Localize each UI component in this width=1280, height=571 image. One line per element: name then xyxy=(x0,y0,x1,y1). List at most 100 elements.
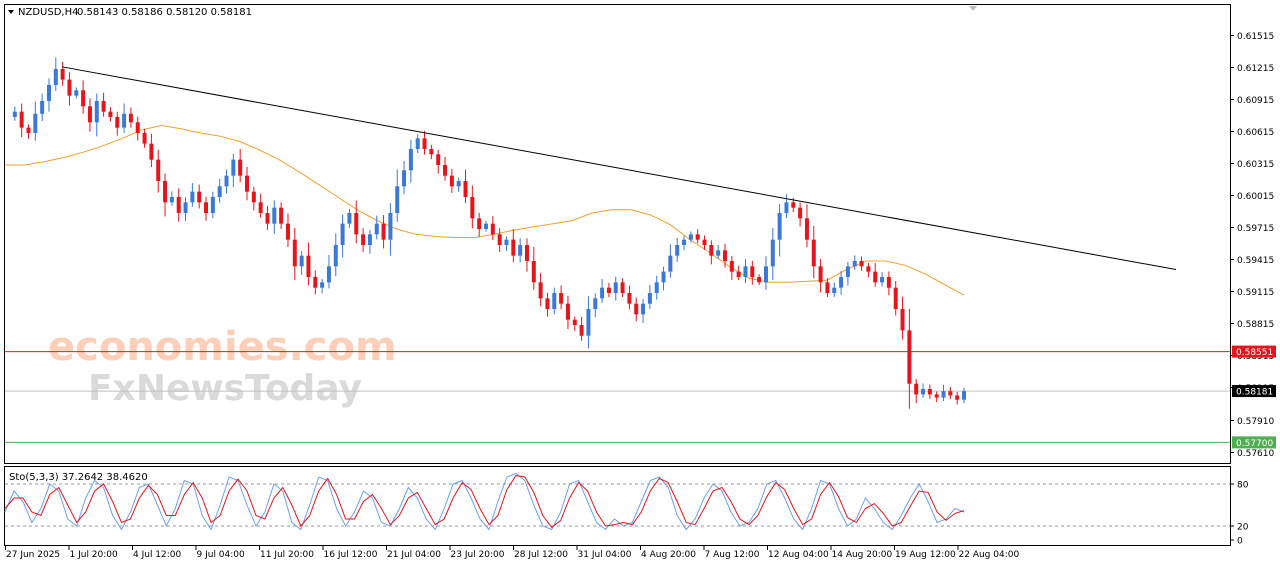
stoch-y-tick-label: 0 xyxy=(1237,537,1243,547)
candle-body xyxy=(320,282,325,288)
candle-body xyxy=(504,239,509,246)
candle-body xyxy=(149,143,154,160)
candle-body xyxy=(914,383,919,395)
stoch-main-line xyxy=(4,472,965,531)
candle-body xyxy=(682,239,687,246)
candle-body xyxy=(176,196,181,213)
candle-body xyxy=(484,223,488,229)
x-tick-label: 4 Jul 12:00 xyxy=(133,550,182,560)
candle-body xyxy=(524,245,529,262)
candle-body xyxy=(204,202,209,213)
candle-body xyxy=(723,250,727,262)
candle-body xyxy=(292,239,297,267)
ohlc-values: 0.58143 0.58186 0.58120 0.58181 xyxy=(77,7,252,18)
symbol-dropdown-icon[interactable] xyxy=(8,10,14,14)
candle-body xyxy=(613,282,618,294)
candle-body xyxy=(361,234,366,246)
y-tick-label: 0.57610 xyxy=(1237,449,1274,459)
candle-body xyxy=(74,90,79,96)
x-tick-label: 22 Aug 04:00 xyxy=(959,550,1020,560)
candle-body xyxy=(217,186,222,197)
candle-body xyxy=(354,212,359,235)
support-price-label: 0.57700 xyxy=(1236,439,1273,449)
x-tick-label: 12 Aug 04:00 xyxy=(768,550,829,560)
candle-body xyxy=(306,255,311,278)
candle-body xyxy=(285,223,290,240)
candle-body xyxy=(463,180,468,197)
candle-body xyxy=(845,266,850,278)
candle-body xyxy=(443,164,448,176)
candle-body xyxy=(593,298,598,310)
candle-body xyxy=(825,282,830,294)
candle-body xyxy=(333,245,338,267)
symbol-info: NZDUSD,H4 xyxy=(18,7,78,18)
candle-body xyxy=(169,196,174,203)
stoch-signal-line xyxy=(4,475,965,529)
stoch-panel-frame xyxy=(4,466,1231,546)
candle-body xyxy=(197,191,202,203)
candle-body xyxy=(497,234,502,246)
x-tick-label: 7 Aug 12:00 xyxy=(705,550,760,560)
candle-body xyxy=(101,100,106,112)
watermark-fxnewstoday: FxNewsToday xyxy=(88,368,362,409)
x-tick-label: 31 Jul 04:00 xyxy=(578,550,632,560)
shift-marker-icon[interactable] xyxy=(969,6,977,11)
watermark-economies: economies.com xyxy=(48,324,397,370)
candle-body xyxy=(948,391,953,396)
candle-body xyxy=(40,100,45,114)
x-tick-label: 14 Aug 20:00 xyxy=(832,550,893,560)
candle-body xyxy=(415,138,420,149)
stoch-y-tick-label: 20 xyxy=(1237,523,1249,533)
y-tick-label: 0.59115 xyxy=(1237,288,1274,298)
candle-body xyxy=(832,287,837,294)
candle-body xyxy=(709,245,714,256)
candle-body xyxy=(258,202,263,213)
candle-body xyxy=(183,202,188,213)
candle-body xyxy=(388,212,393,240)
candle-body xyxy=(190,191,195,203)
candle-body xyxy=(565,303,570,320)
y-tick-label: 0.61515 xyxy=(1237,32,1274,42)
candle-body xyxy=(265,212,270,224)
candle-body xyxy=(531,261,536,283)
candle-body xyxy=(224,175,229,187)
y-tick-label: 0.61215 xyxy=(1237,64,1274,74)
candle-body xyxy=(53,68,58,85)
x-tick-label: 11 Jul 20:00 xyxy=(260,550,314,560)
candle-body xyxy=(934,394,939,398)
candle-body xyxy=(552,293,557,310)
candle-body xyxy=(620,282,625,294)
candle-body xyxy=(46,84,51,101)
x-tick-label: 23 Jul 20:00 xyxy=(451,550,505,560)
candle-body xyxy=(87,106,92,123)
candle-body xyxy=(449,175,454,187)
support-price-label-bg xyxy=(1232,436,1276,449)
candle-body xyxy=(784,202,789,213)
candle-body xyxy=(750,266,755,278)
candle-body xyxy=(927,389,932,395)
y-tick-label: 0.57910 xyxy=(1237,417,1274,427)
y-tick-label: 0.60915 xyxy=(1237,96,1274,106)
candle-body xyxy=(647,293,652,304)
candle-body xyxy=(804,218,809,240)
candle-body xyxy=(470,196,475,219)
downtrend-line[interactable] xyxy=(61,66,1177,271)
candle-body xyxy=(367,234,372,246)
candle-body xyxy=(12,111,17,117)
candle-body xyxy=(818,266,823,283)
candle-body xyxy=(347,212,352,224)
candle-body xyxy=(518,245,523,256)
candle-body xyxy=(688,234,693,240)
candle-body xyxy=(955,395,960,400)
candle-body xyxy=(886,277,891,288)
candle-body xyxy=(142,132,147,144)
y-tick-label: 0.60015 xyxy=(1237,192,1274,202)
candle-body xyxy=(654,282,659,294)
candle-body xyxy=(108,111,113,117)
candle-body xyxy=(586,309,591,336)
candle-body xyxy=(272,207,277,224)
stoch-y-tick-label: 80 xyxy=(1237,481,1249,491)
candle-body xyxy=(921,389,926,395)
